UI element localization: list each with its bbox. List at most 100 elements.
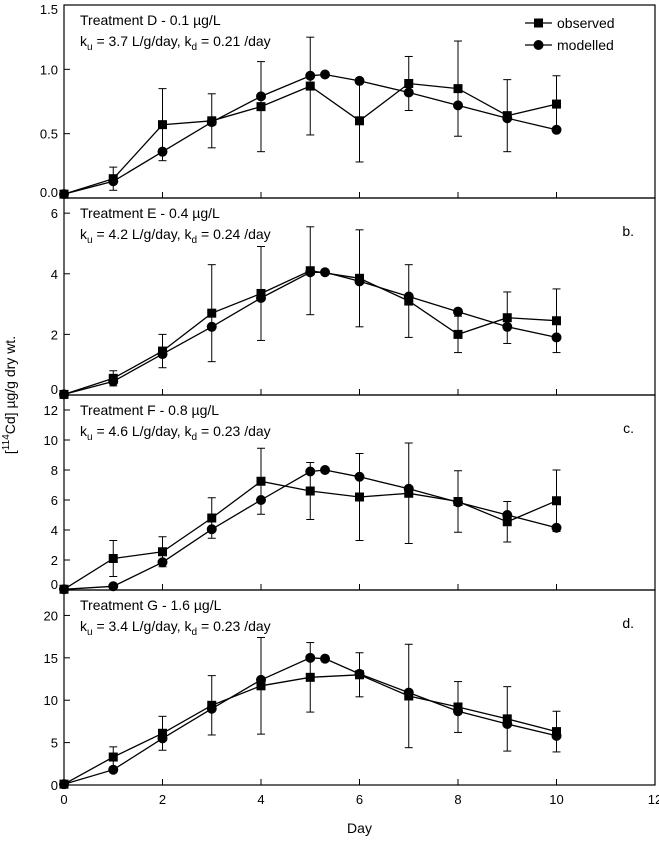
- modelled-point: [453, 497, 463, 508]
- modelled-line: [63, 271, 557, 396]
- modelled-point: [354, 276, 365, 287]
- modelled-point: [59, 389, 69, 400]
- kd-value: = 0.24 /day: [197, 226, 271, 242]
- modelled-point: [108, 581, 119, 592]
- modelled-point: [320, 267, 331, 278]
- modelled-point: [206, 703, 217, 714]
- observed-point: [355, 492, 364, 502]
- treatment-title: Treatment G - 1.6 µg/L: [80, 597, 222, 613]
- y-axis-title-isotope: 114: [1, 434, 12, 450]
- modelled-point: [305, 652, 316, 663]
- ku-symbol: k: [80, 618, 88, 634]
- kd-value: = 0.23 /day: [197, 423, 271, 439]
- observed-point: [207, 513, 217, 523]
- observed-point: [552, 496, 561, 506]
- x-axis-title: Day: [347, 820, 372, 836]
- modelled-point: [157, 557, 168, 568]
- modelled-point: [157, 349, 168, 360]
- y-tick-label: 12: [44, 403, 58, 418]
- y-axis-title: [114Cd] µg/g dry wt.: [1, 336, 18, 454]
- kd-subscript: d: [192, 235, 198, 246]
- modelled-point: [320, 653, 331, 664]
- modelled-point: [59, 189, 69, 200]
- observed-point: [256, 681, 266, 691]
- observed-point: [158, 547, 167, 557]
- ku-value: = 4.2 L/g/day,: [93, 226, 181, 242]
- observed-point: [108, 752, 118, 762]
- ku-value: = 3.4 L/g/day,: [93, 618, 181, 634]
- modelled-point: [502, 718, 513, 729]
- ku-value: = 3.7 L/g/day,: [93, 33, 181, 49]
- modelled-point: [305, 466, 316, 477]
- panel-label: c.: [623, 420, 634, 436]
- y-axis-title-text: Cd] µg/g dry wt.: [2, 336, 18, 434]
- legend: observed modelled: [525, 15, 615, 53]
- modelled-point: [305, 70, 316, 81]
- modelled-point: [320, 465, 331, 475]
- modelled-point: [206, 117, 217, 128]
- kd-value: = 0.21 /day: [197, 33, 271, 49]
- ku-symbol: k: [80, 33, 88, 49]
- x-tick-label: 10: [549, 792, 563, 807]
- x-tick-label: 2: [159, 792, 166, 807]
- y-tick-label: 6: [51, 206, 58, 221]
- modelled-point: [502, 321, 513, 332]
- modelled-point: [305, 267, 316, 278]
- modelled-point: [354, 75, 365, 86]
- ku-subscript: u: [87, 235, 93, 246]
- y-tick-label: 0: [51, 778, 58, 793]
- ku-subscript: u: [87, 432, 93, 443]
- legend-modelled-marker: [533, 40, 544, 50]
- modelled-point: [206, 321, 217, 332]
- observed-point: [305, 672, 315, 682]
- y-tick-label: 5: [51, 736, 58, 751]
- y-tick-label: 2: [51, 553, 58, 568]
- rate-constants: ku = 4.6 L/g/day, kd = 0.23 /day: [80, 423, 271, 443]
- modelled-point: [108, 376, 119, 387]
- y-tick-label: 10: [44, 433, 58, 448]
- observed-point: [158, 120, 167, 130]
- legend-observed-label: observed: [557, 15, 615, 31]
- modelled-point: [354, 668, 365, 679]
- modelled-point: [551, 730, 562, 741]
- modelled-point: [256, 674, 266, 685]
- y-tick-label: 6: [51, 493, 58, 508]
- y-tick-label: 0.0: [40, 185, 58, 200]
- ku-value: = 4.6 L/g/day,: [93, 423, 181, 439]
- modelled-point: [256, 495, 266, 505]
- rate-constants: ku = 3.4 L/g/day, kd = 0.23 /day: [80, 618, 271, 638]
- x-tick-label: 0: [60, 792, 67, 807]
- kd-symbol: k: [181, 423, 193, 439]
- treatment-title: Treatment E - 0.4 µg/L: [80, 205, 220, 221]
- modelled-line: [63, 469, 557, 590]
- y-tick-label: 0: [51, 382, 58, 397]
- modelled-point: [256, 293, 266, 304]
- y-tick-label: 15: [44, 651, 58, 666]
- modelled-point: [551, 124, 562, 135]
- ku-subscript: u: [87, 42, 93, 53]
- rate-constants: ku = 4.2 L/g/day, kd = 0.24 /day: [80, 226, 271, 246]
- modelled-point: [403, 687, 414, 698]
- modelled-point: [502, 113, 513, 124]
- modelled-point: [551, 522, 562, 533]
- modelled-point: [453, 306, 463, 317]
- y-tick-label: 1.0: [40, 62, 58, 77]
- observed-point: [256, 476, 266, 486]
- x-tick-label: 8: [454, 792, 461, 807]
- modelled-point: [157, 146, 168, 157]
- kd-value: = 0.23 /day: [197, 618, 271, 634]
- ku-subscript: u: [87, 627, 93, 638]
- modelled-point: [403, 87, 414, 98]
- modelled-point: [59, 779, 69, 790]
- observed-point: [453, 329, 463, 339]
- treatment-title: Treatment F - 0.8 µg/L: [80, 402, 219, 418]
- observed-point: [158, 728, 167, 738]
- observed-point: [502, 517, 512, 527]
- kd-subscript: d: [192, 627, 198, 638]
- observed-point: [552, 99, 561, 109]
